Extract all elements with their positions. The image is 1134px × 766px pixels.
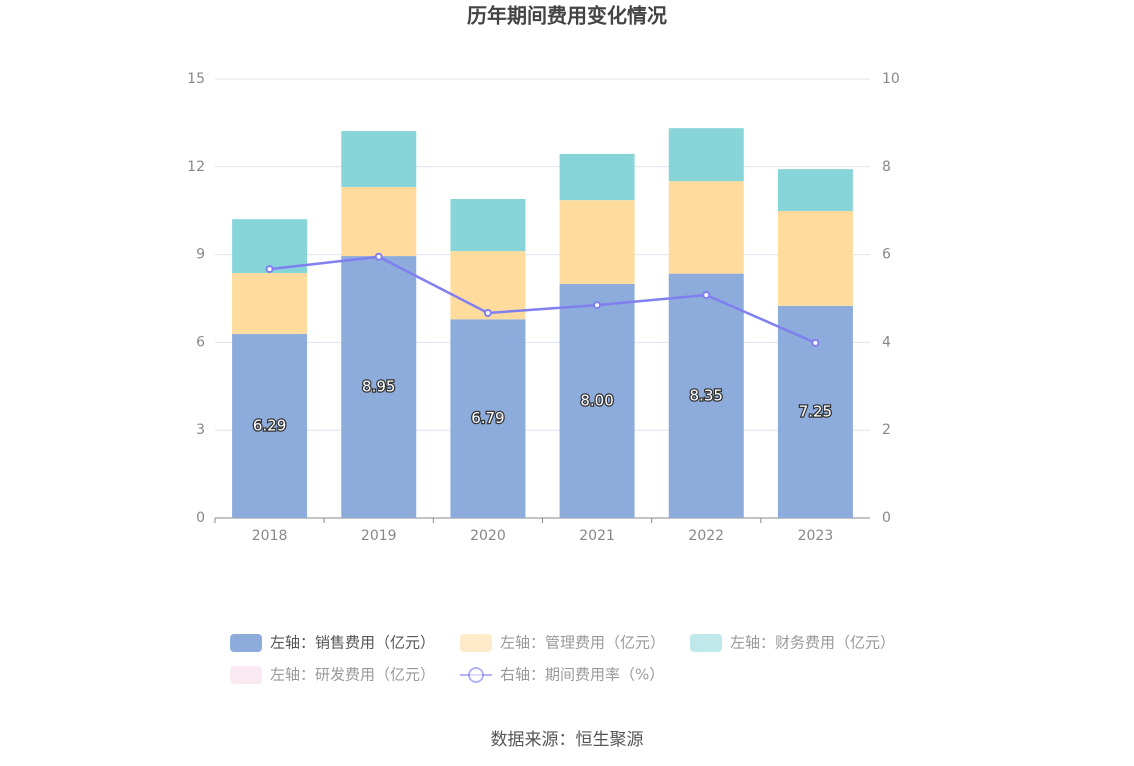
bar [450,198,526,252]
bar [450,251,526,320]
legend-label: 左轴：研发费用（亿元） [270,666,435,684]
data-label: 8.35 [690,386,723,404]
chart-title: 历年期间费用变化情况 [467,4,667,28]
y-tick-label: 9 [196,247,205,263]
legend-label: 左轴：销售费用（亿元） [270,634,435,652]
legend-label: 右轴：期间费用率（%） [500,666,664,684]
data-label: 8.00 [580,391,613,409]
x-tick-label: 2022 [688,528,724,544]
line-point [702,290,711,299]
legend-label: 左轴：财务费用（亿元） [730,634,895,652]
legend-label: 左轴：管理费用（亿元） [500,634,665,652]
bar [450,319,526,518]
source: 数据来源：恒生聚源 [491,730,644,750]
line-point [374,252,383,261]
bar [341,131,417,187]
y-tick-label: 6 [196,334,205,350]
bar [559,283,635,518]
legend-swatch [468,667,484,683]
bar [559,200,635,284]
data-label: 8.95 [362,378,395,396]
y2-tick-label: 0 [882,510,891,526]
y-tick-label: 12 [187,159,205,175]
legend-swatch [230,634,262,652]
line-point [483,308,492,317]
line [269,255,816,344]
data-label: 6.79 [471,409,504,427]
x-tick-label: 2020 [470,528,506,544]
bar [341,256,417,518]
y2-tick-label: 4 [882,334,891,350]
bar [668,128,744,182]
y-tick-label: 15 [187,71,205,87]
y2-tick-label: 8 [882,159,891,175]
bar [668,181,744,274]
data-label: 7.25 [799,402,832,420]
bar [559,153,635,201]
y-tick-label: 3 [196,422,205,438]
bar [232,273,308,334]
x-tick-label: 2018 [252,528,288,544]
line-point [811,338,820,347]
x-tick-label: 2023 [798,528,834,544]
bar [777,169,853,211]
bar [232,333,308,518]
legend-swatch [460,634,492,652]
data-label: 6.29 [253,416,286,434]
y2-tick-label: 6 [882,247,891,263]
bar [232,219,308,274]
x-tick-label: 2021 [579,528,615,544]
bar [777,210,853,306]
bar [668,273,744,518]
y2-tick-label: 10 [882,71,900,87]
bar [341,186,417,257]
line-point [593,301,602,310]
y-tick-label: 0 [196,510,205,526]
line-point [265,265,274,274]
legend-swatch [230,666,262,684]
y2-tick-label: 2 [882,422,891,438]
legend-swatch [690,634,722,652]
x-tick-label: 2019 [361,528,397,544]
